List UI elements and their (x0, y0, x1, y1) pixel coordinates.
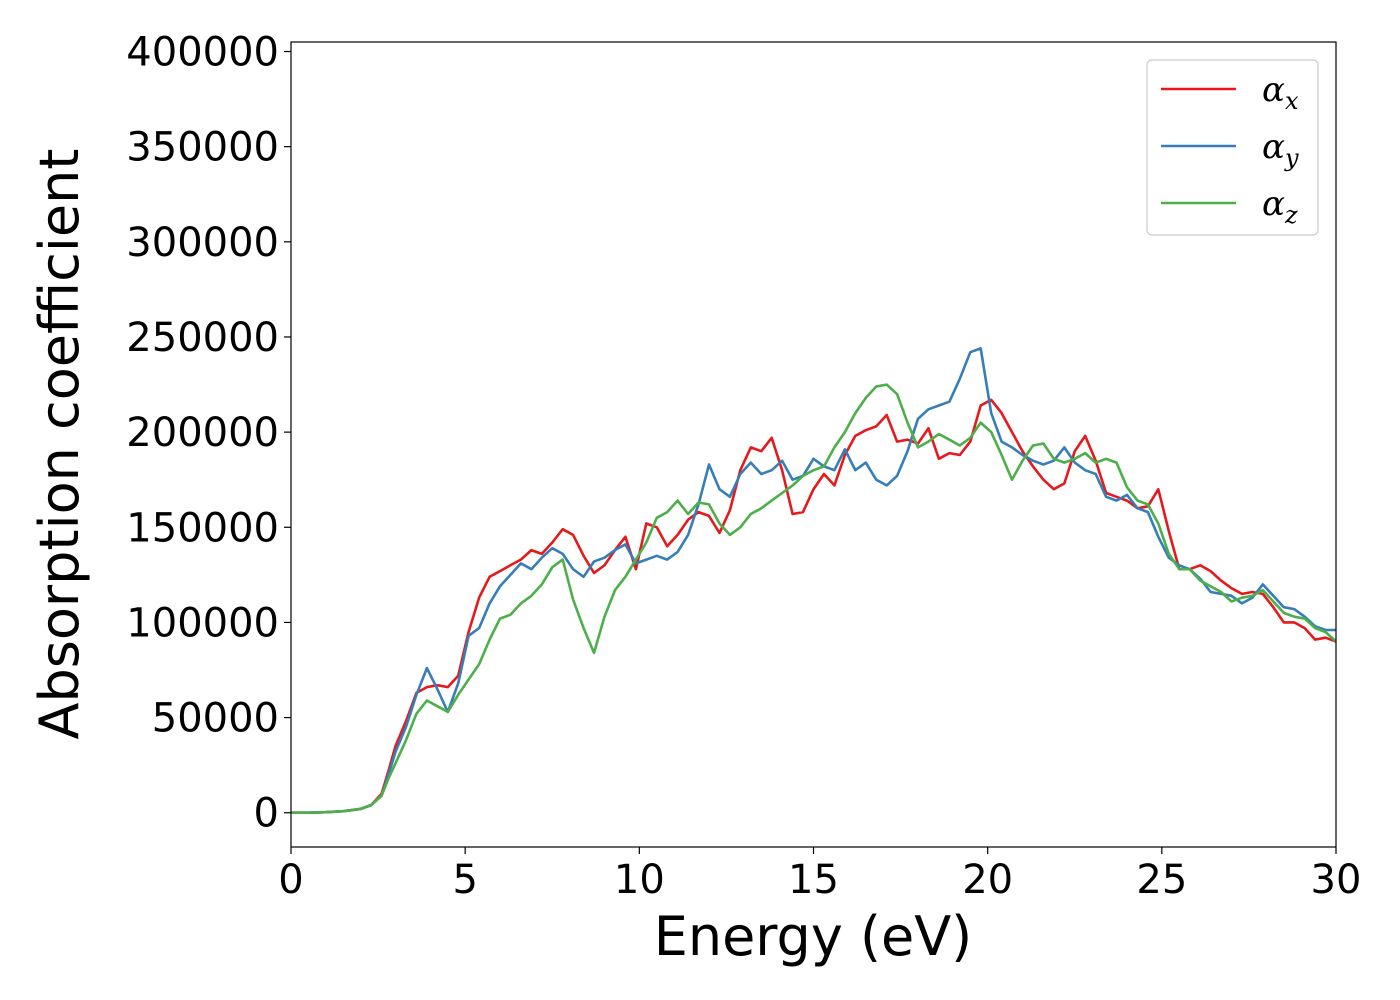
x-tick-label: 0 (278, 857, 303, 903)
y-tick-label: 300000 (126, 220, 279, 266)
legend-label-alpha-z: αz (1262, 184, 1298, 229)
x-axis-title: Energy (eV) (654, 905, 973, 968)
x-tick-label: 5 (452, 857, 477, 903)
y-axis-ticks: 0 50000 100000 150000 200000 250000 300000 3500… (126, 30, 291, 837)
x-tick-label: 15 (788, 857, 839, 903)
legend: αx αy αz (1146, 59, 1319, 236)
x-tick-label: 20 (962, 857, 1013, 903)
legend-frame (1146, 59, 1319, 236)
y-tick-label: 400000 (126, 30, 279, 76)
y-tick-label: 250000 (126, 315, 279, 361)
x-tick-label: 30 (1311, 857, 1362, 903)
y-tick-label: 50000 (152, 696, 279, 742)
y-tick-label: 200000 (126, 410, 279, 456)
legend-label-alpha-x: αx (1262, 70, 1299, 115)
series-line-alpha-z (291, 383, 1337, 814)
y-tick-label: 150000 (126, 505, 279, 551)
series-line-alpha-x (291, 398, 1337, 814)
series-lines (291, 347, 1337, 814)
legend-label-alpha-y: αy (1262, 127, 1299, 172)
y-axis-title: Absorption coefficient (28, 149, 91, 740)
y-tick-label: 350000 (126, 125, 279, 171)
y-tick-label: 0 (254, 791, 279, 837)
x-tick-label: 25 (1136, 857, 1187, 903)
x-axis-ticks: 0 5 10 15 20 25 30 (278, 847, 1361, 903)
y-tick-label: 100000 (126, 600, 279, 646)
plot-frame (290, 41, 1337, 848)
x-tick-label: 10 (614, 857, 665, 903)
